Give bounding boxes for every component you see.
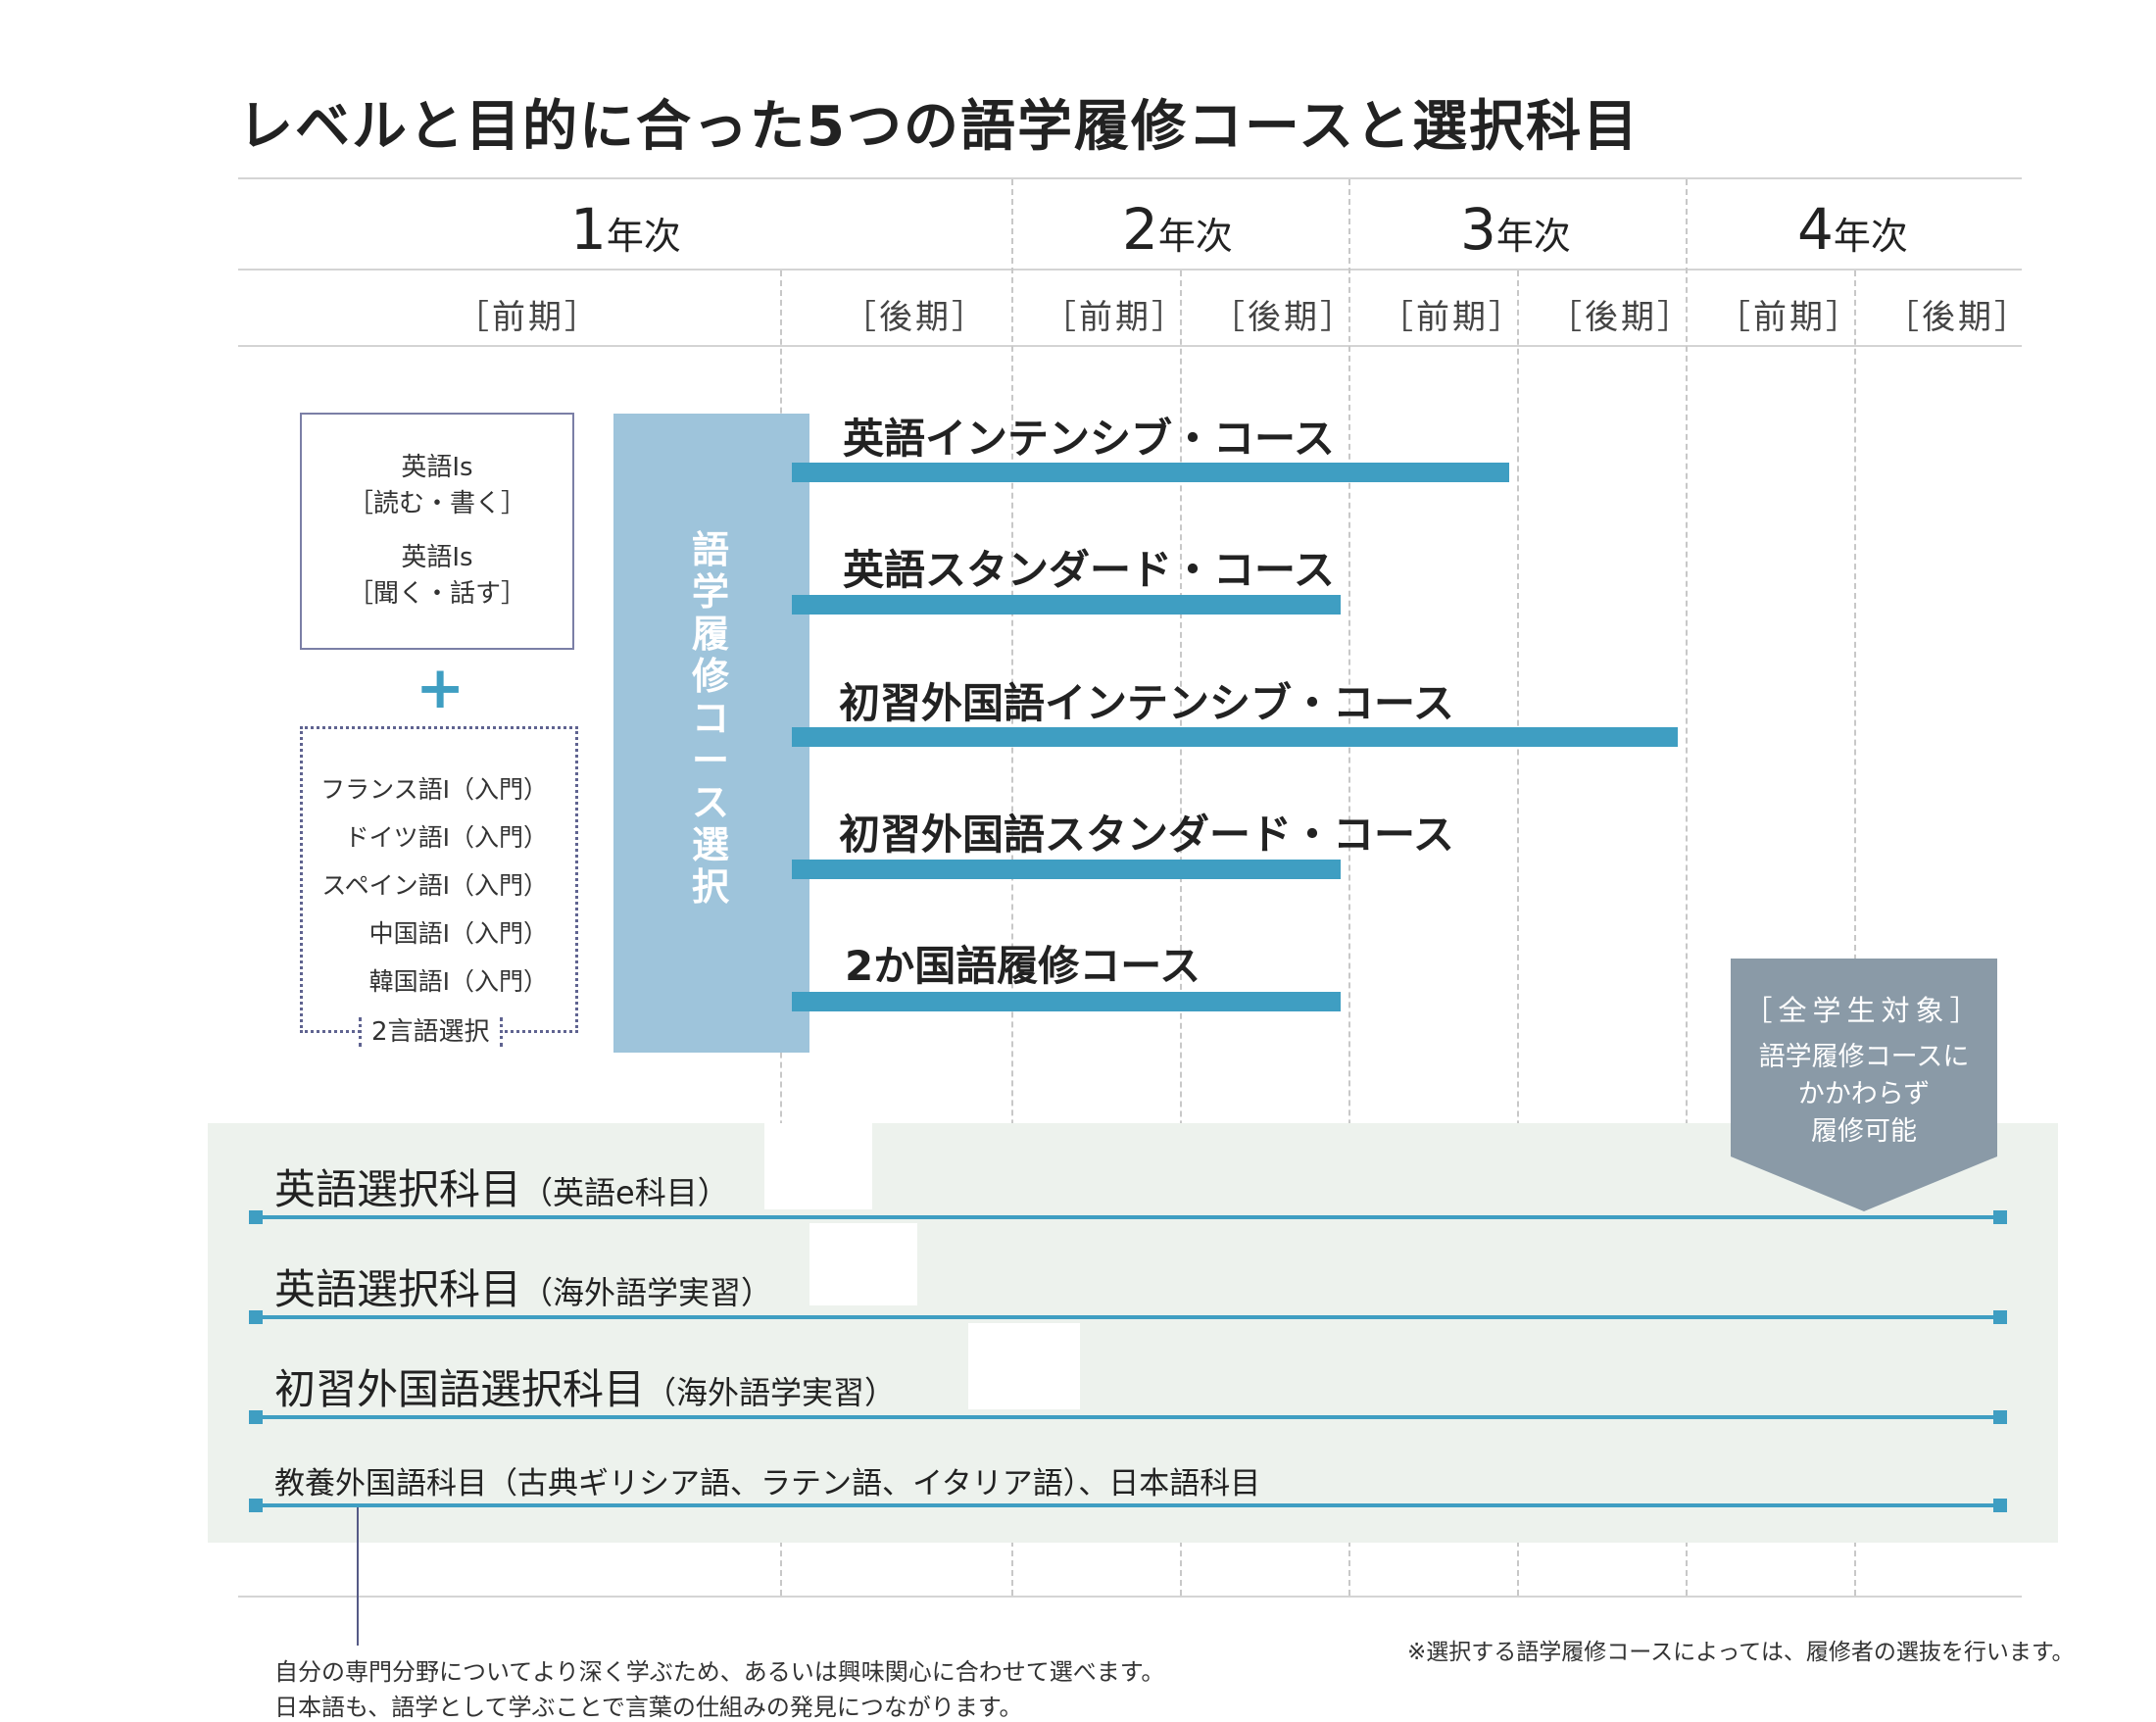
course-line: 英語Ⅰs bbox=[401, 453, 473, 482]
footnote-left: 日本語も、語学として学ぶことで言葉の仕組みの発見につながります。 bbox=[274, 1694, 1023, 1721]
elective-title: 英語選択科目（英語e科目） bbox=[274, 1165, 729, 1213]
language-item: フランス語Ⅰ（入門） bbox=[320, 775, 548, 804]
course-bar bbox=[792, 992, 1341, 1011]
language-item: ドイツ語Ⅰ（入門） bbox=[344, 823, 548, 852]
language-item: 中国語Ⅰ（入門） bbox=[368, 919, 548, 948]
all-students-notice: ［全学生対象］ 語学履修コースに かかわらず 履修可能 bbox=[1731, 959, 1997, 1213]
notice-text: 語学履修コースに かかわらず 履修可能 bbox=[1758, 1042, 1970, 1147]
semester-label: ［前期］ bbox=[1043, 298, 1188, 337]
elective-title: 英語選択科目（海外語学実習） bbox=[274, 1265, 773, 1313]
semester-divider bbox=[1517, 271, 1519, 1596]
course-bar bbox=[792, 463, 1509, 482]
elective-line bbox=[249, 1310, 2007, 1324]
required-english-box: 英語Ⅰs ［読む・書く］ 英語Ⅰs ［聞く・話す］ bbox=[300, 413, 574, 650]
semester-label: ［後期］ bbox=[843, 298, 988, 337]
notice-title: ［全学生対象］ bbox=[1743, 994, 1984, 1027]
semester-label: ［前期］ bbox=[1717, 298, 1862, 337]
page-title: レベルと目的に合った5つの語学履修コースと選択科目 bbox=[238, 95, 1641, 159]
plus-icon: + bbox=[416, 654, 466, 722]
course-bar bbox=[792, 595, 1341, 615]
header-top-line bbox=[238, 177, 2022, 179]
blank-patch bbox=[968, 1323, 1080, 1409]
elective-line bbox=[249, 1410, 2007, 1424]
footnote-pointer bbox=[357, 1507, 359, 1646]
course-selection-bar bbox=[613, 414, 809, 1053]
intro-language-box: フランス語Ⅰ（入門） ドイツ語Ⅰ（入門） スペイン語Ⅰ（入門） 中国語Ⅰ（入門）… bbox=[300, 726, 578, 1033]
course-line: 英語Ⅰs bbox=[401, 543, 473, 572]
course-title: 初習外国語インテンシブ・コース bbox=[839, 679, 1454, 727]
semester-label: ［前期］ bbox=[456, 298, 601, 337]
header-mid-line bbox=[238, 269, 2022, 271]
year-divider bbox=[1348, 179, 1350, 1596]
elective-title: 教養外国語科目（古典ギリシア語、ラテン語、イタリア語）、日本語科目 bbox=[274, 1466, 1261, 1501]
blank-patch bbox=[809, 1223, 917, 1305]
course-line: ［読む・書く］ bbox=[347, 489, 526, 518]
language-item: スペイン語Ⅰ（入門） bbox=[321, 871, 548, 900]
blank-patch bbox=[764, 1123, 872, 1209]
course-bar bbox=[792, 727, 1678, 747]
year-divider bbox=[1011, 179, 1013, 1596]
course-bar bbox=[792, 860, 1341, 879]
electives-area bbox=[208, 1123, 2058, 1543]
two-language-label: 2言語選択 bbox=[359, 1017, 503, 1047]
semester-divider bbox=[1854, 271, 1856, 1596]
semester-label: ［後期］ bbox=[1548, 298, 1693, 337]
table-bottom-line bbox=[238, 1596, 2022, 1598]
year-divider bbox=[1686, 179, 1688, 1596]
semester-label: ［前期］ bbox=[1380, 298, 1525, 337]
course-title: 2か国語履修コース bbox=[845, 942, 1201, 990]
course-selection-label: 語学履修コース選択 bbox=[691, 528, 729, 909]
notice-shape bbox=[1731, 959, 1997, 1211]
year-1-header: 1年次 bbox=[570, 196, 681, 263]
year-4-header: 4年次 bbox=[1797, 196, 1908, 263]
course-title: 英語インテンシブ・コース bbox=[843, 415, 1335, 463]
footnote-left: 自分の専門分野についてより深く学ぶため、あるいは興味関心に合わせて選べます。 bbox=[274, 1658, 1165, 1686]
semester-divider bbox=[1180, 271, 1182, 1596]
year-2-header: 2年次 bbox=[1122, 196, 1233, 263]
elective-line bbox=[249, 1210, 2007, 1224]
course-title: 英語スタンダード・コース bbox=[843, 546, 1335, 594]
elective-title: 初習外国語選択科目（海外語学実習） bbox=[274, 1365, 897, 1413]
footnote-right: ※選択する語学履修コースによっては、履修者の選抜を行います。 bbox=[1407, 1640, 2075, 1665]
header-bottom-line bbox=[238, 345, 2022, 347]
language-item: 韓国語Ⅰ（入門） bbox=[368, 967, 548, 996]
course-line: ［聞く・話す］ bbox=[347, 579, 526, 609]
semester-label: ［後期］ bbox=[1886, 298, 2031, 337]
elective-line bbox=[249, 1499, 2007, 1512]
year-3-header: 3年次 bbox=[1460, 196, 1571, 263]
semester-label: ［後期］ bbox=[1211, 298, 1356, 337]
course-title: 初習外国語スタンダード・コース bbox=[839, 811, 1454, 859]
